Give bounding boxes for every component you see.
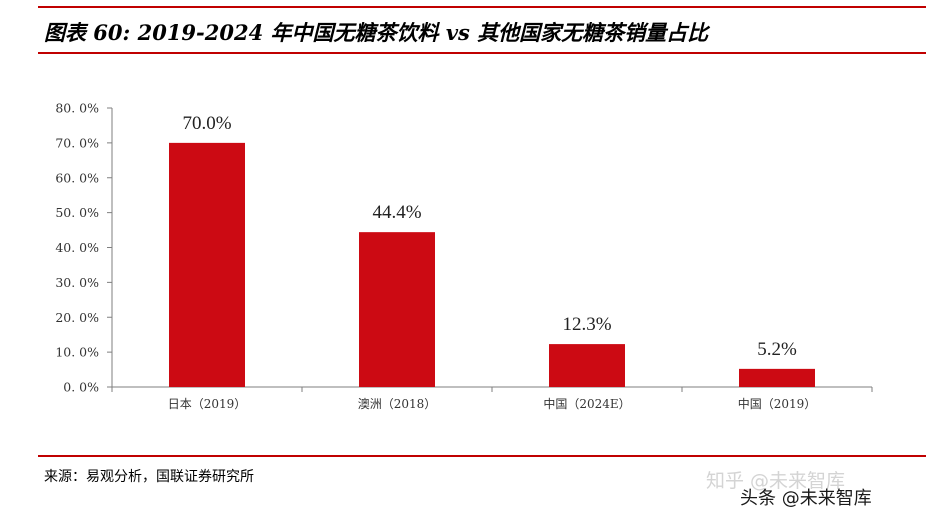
y-tick-label: 80. 0% [55,101,99,116]
bar [169,142,245,387]
y-tick-label: 60. 0% [55,170,99,185]
top-rule [38,6,926,8]
y-tick-label: 70. 0% [55,135,99,150]
data-label: 44.4% [372,202,421,223]
x-category-label: 日本（2019） [168,397,247,411]
bottom-rule [38,455,926,457]
x-category-label: 澳洲（2018） [358,397,437,411]
watermark-zhihu: 知乎 @未来智库 [706,470,846,492]
y-tick-label: 30. 0% [55,275,99,290]
bar-chart: 0. 0% 10. 0% 20. 0% 30. 0% 40. 0% 50. 0% 60. 0… [55,101,873,411]
x-category-label: 中国（2024E） [543,396,630,411]
x-category-label: 中国（2019） [738,396,817,411]
y-tick-label: 20. 0% [55,310,99,325]
source-note: 来源：易观分析，国联证券研究所 [44,469,254,485]
y-tick-label: 50. 0% [55,205,99,220]
figure-title: 图表 60: 2019-2024 年中国无糖茶饮料 vs 其他国家无糖茶销量占比 [44,20,709,45]
data-label: 12.3% [562,314,611,335]
watermark-toutiao: 头条 @未来智库 [740,488,872,509]
title-rule [38,52,926,54]
y-tick-label: 0. 0% [63,380,99,395]
y-tick-label: 10. 0% [55,345,99,360]
bar [739,368,815,387]
bar [549,344,625,387]
bar [359,232,435,387]
data-label: 5.2% [757,339,797,360]
y-tick-label: 40. 0% [55,240,99,255]
data-label: 70.0% [182,113,231,134]
